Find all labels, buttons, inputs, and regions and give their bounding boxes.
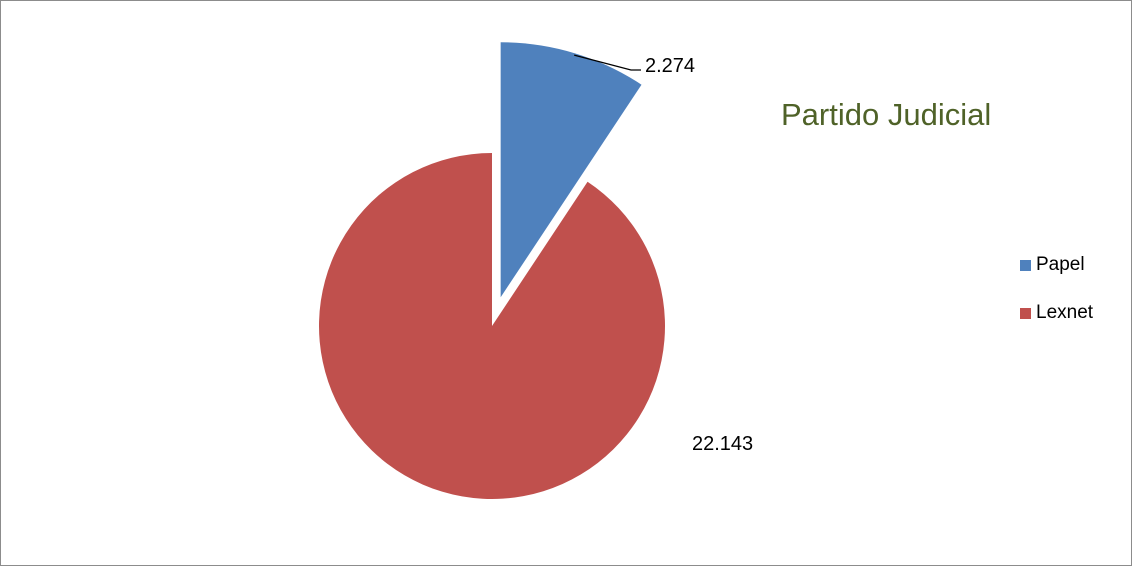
legend-swatch-lexnet [1020,307,1031,319]
chart-title: Partido Judicial [781,97,992,132]
legend-label-lexnet: Lexnet [1036,302,1094,323]
legend-item-papel: Papel [1020,251,1093,279]
pie-slice-papel [500,42,642,298]
data-label-papel: 2.274 [645,55,696,77]
legend-label-papel: Papel [1036,254,1085,275]
pie-slice-lexnet [318,153,665,500]
leader-line-papel [574,54,641,71]
data-label-lexnet: 22.143 [692,433,754,455]
legend: Papel Lexnet [1020,251,1093,347]
legend-item-lexnet: Lexnet [1020,299,1093,327]
legend-swatch-papel [1020,259,1031,271]
